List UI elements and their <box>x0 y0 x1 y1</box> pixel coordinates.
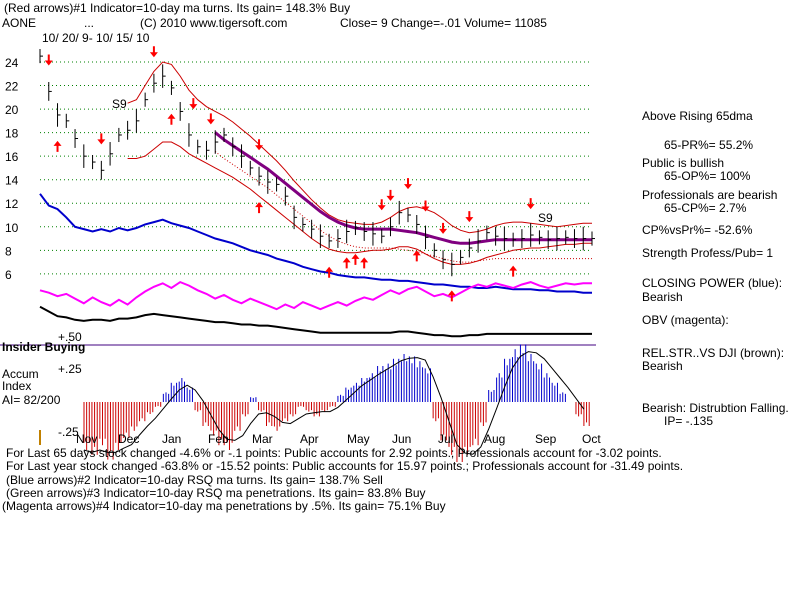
down-arrow <box>386 189 395 201</box>
date-range: 10/ 20/ 9- 10/ 15/ 10 <box>42 31 150 45</box>
ticker-label: AONE <box>2 16 36 30</box>
side-cp: 65-CP%= 2.7% <box>664 201 747 215</box>
side-professionals: Professionals are bearish <box>642 188 778 202</box>
down-arrow <box>439 222 448 234</box>
down-arrow <box>421 200 430 212</box>
s9-label-1: S9 <box>112 97 127 111</box>
side-public: Public is bullish <box>642 156 725 170</box>
header-indicator-line: (Red arrows)#1 Indicator=10-day ma turns… <box>4 1 350 15</box>
month-label-jul: Jul <box>438 432 453 446</box>
lower-band-line <box>127 141 592 265</box>
y-tick-label: 16 <box>5 150 19 164</box>
accum-index-panel <box>0 344 596 462</box>
tick-plus25: +.25 <box>58 362 82 376</box>
y-tick-label: 6 <box>5 268 12 282</box>
y-tick-label: 14 <box>5 174 19 188</box>
month-label-sep: Sep <box>535 432 557 446</box>
relstr-line <box>39 305 592 338</box>
footer-green-arrows: (Green arrows)#3 Indicator=10-day RSQ ma… <box>6 486 426 500</box>
side-cpvspr: CP%vsPr%= -52.6% <box>642 223 753 237</box>
side-relstr-value: Bearish <box>642 359 683 373</box>
month-label-may: May <box>347 432 370 446</box>
up-arrow <box>255 202 264 214</box>
ma65-line <box>214 131 592 245</box>
side-closing-power-value: Bearish <box>642 290 683 304</box>
up-arrow <box>447 290 456 302</box>
y-tick-label: 20 <box>5 103 19 117</box>
signal-arrows <box>44 46 535 302</box>
month-label-dec: Dec <box>118 432 139 446</box>
side-pr: 65-PR%= 55.2% <box>664 138 754 152</box>
month-label-jun: Jun <box>392 432 411 446</box>
month-axis-labels: Nov Dec Jan Feb Mar Apr May Jun Jul Aug Sep Oct <box>76 432 601 446</box>
month-label-oct: Oct <box>582 432 601 446</box>
month-label-mar: Mar <box>252 432 273 446</box>
footer-year-line: For Last year stock changed -63.8% or -1… <box>6 459 684 473</box>
side-accum-status: Bearish: Distrubtion Falling. <box>642 401 789 415</box>
y-tick-label: 24 <box>5 56 19 70</box>
down-arrow <box>206 113 215 125</box>
down-arrow <box>44 54 53 66</box>
down-arrow <box>526 198 535 210</box>
upper-band-line <box>127 61 592 234</box>
up-arrow <box>167 113 176 125</box>
up-arrow <box>351 253 360 265</box>
month-label-nov: Nov <box>76 432 97 446</box>
month-label-aug: Aug <box>484 432 505 446</box>
side-above-ma: Above Rising 65dma <box>642 109 753 123</box>
y-tick-label: 22 <box>5 80 19 94</box>
month-label-jan: Jan <box>162 432 181 446</box>
y-tick-label: 8 <box>5 244 12 258</box>
y-tick-label: 12 <box>5 197 19 211</box>
up-arrow <box>509 265 518 277</box>
y-tick-label: 10 <box>5 221 19 235</box>
month-label-feb: Feb <box>208 432 229 446</box>
side-obv-label: OBV (magenta): <box>642 313 729 327</box>
up-arrow <box>53 140 62 152</box>
insider-buying-label: Insider Buying <box>2 340 85 354</box>
up-arrow <box>412 250 421 262</box>
up-arrow <box>360 257 369 269</box>
down-arrow <box>189 98 198 110</box>
accum-ma-line <box>83 351 585 455</box>
s9-label-2: S9 <box>538 211 553 225</box>
down-arrow <box>149 46 158 58</box>
down-arrow <box>255 139 264 151</box>
index-label: Index <box>2 379 31 393</box>
price-axis-ticks: 24 22 20 18 16 14 12 10 8 6 <box>5 56 19 282</box>
closing-power-line <box>39 193 592 294</box>
ticker-dots: ... <box>84 16 94 30</box>
month-label-apr: Apr <box>300 432 319 446</box>
footer-blue-arrows: (Blue arrows)#2 Indicator=10-day RSQ ma … <box>6 473 383 487</box>
close-change-volume: Close= 9 Change=-.01 Volume= 11085 <box>340 16 547 30</box>
copyright-text: (C) 2010 www.tigersoft.com <box>140 16 287 30</box>
down-arrow <box>377 199 386 211</box>
down-arrow <box>465 211 474 223</box>
side-closing-power-label: CLOSING POWER (blue): <box>642 276 783 290</box>
price-gridlines <box>40 61 592 275</box>
chart-series <box>39 49 595 338</box>
footer-65-day-line: For Last 65 days stock changed -4.6% or … <box>6 446 662 460</box>
side-op: 65-OP%= 100% <box>664 169 751 183</box>
side-strength: Strength Profess/Pub= 1 <box>642 246 774 260</box>
side-ip: IP= -.135 <box>664 414 714 428</box>
down-arrow <box>404 178 412 190</box>
tick-plus50: +.50 <box>58 330 82 344</box>
up-arrow <box>325 266 334 278</box>
down-arrow <box>97 133 106 145</box>
tick-minus25: -.25 <box>58 425 79 439</box>
ai-value: AI= 82/200 <box>2 393 61 407</box>
obv-line <box>39 280 592 311</box>
side-relstr-label: REL.STR..VS DJI (brown): <box>642 346 785 360</box>
accum-label: Accum <box>2 367 39 381</box>
footer-magenta-arrows: (Magenta arrows)#4 Indicator=10-day ma p… <box>2 499 446 513</box>
y-tick-label: 18 <box>5 127 19 141</box>
up-arrow <box>342 257 351 269</box>
